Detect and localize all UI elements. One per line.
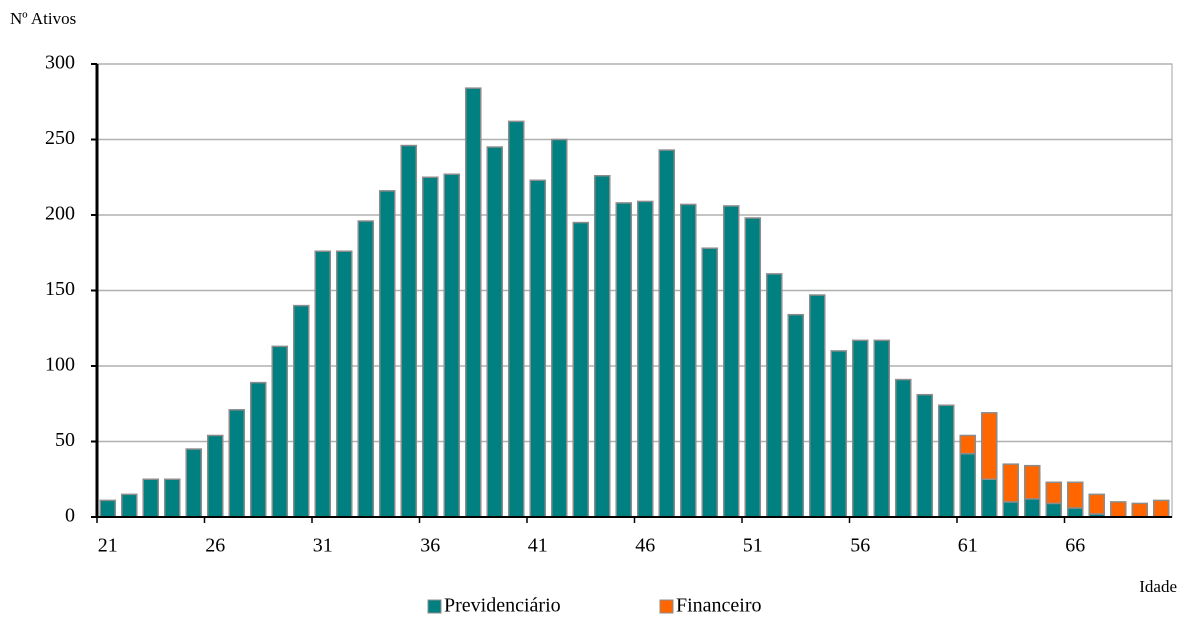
x-axis-title: Idade: [1139, 577, 1177, 596]
bar: [1152, 499, 1170, 518]
bar: [357, 220, 375, 518]
x-tick-label: 21: [98, 535, 118, 557]
bar: [937, 404, 955, 518]
bar: [959, 434, 977, 455]
bar: [894, 378, 912, 518]
bar: [658, 149, 676, 518]
y-tick-label: 50: [55, 429, 75, 451]
bar: [830, 350, 848, 518]
y-tick-label: 100: [45, 354, 75, 376]
legend-swatch: [659, 599, 674, 614]
bar: [314, 250, 332, 518]
bar: [593, 174, 611, 518]
bar: [142, 478, 160, 518]
x-tick-label: 26: [205, 535, 225, 557]
bar: [228, 409, 246, 518]
bar: [292, 304, 310, 518]
bar: [271, 345, 289, 518]
bar: [1088, 493, 1106, 515]
bar: [1109, 501, 1127, 518]
bar: [185, 448, 203, 518]
bar: [550, 138, 568, 518]
x-tick-label: 36: [420, 535, 440, 557]
bar: [615, 202, 633, 518]
y-tick-label: 300: [45, 52, 75, 74]
x-tick-label: 46: [635, 535, 655, 557]
bar: [916, 393, 934, 518]
bar: [1002, 501, 1020, 518]
bar: [464, 87, 482, 518]
bar: [249, 381, 267, 518]
x-tick-label: 61: [958, 535, 978, 557]
bar: [1131, 502, 1149, 518]
x-tick-label: 31: [313, 535, 333, 557]
bar: [980, 412, 998, 480]
bar: [1066, 507, 1084, 518]
bar: [636, 200, 654, 518]
bar: [206, 434, 224, 518]
bar: [1023, 498, 1041, 518]
bar: [722, 205, 740, 518]
y-tick-label: 0: [65, 505, 75, 527]
bar: [572, 221, 590, 518]
bar: [529, 179, 547, 518]
bar: [120, 493, 138, 518]
bar: [1045, 502, 1063, 518]
bar: [765, 273, 783, 518]
bar: [507, 120, 525, 518]
bar: [99, 499, 117, 518]
y-axis-title: Nº Ativos: [10, 9, 76, 28]
bar: [163, 478, 181, 518]
bar: [335, 250, 353, 518]
legend-label: Previdenciário: [444, 595, 561, 617]
bar: [744, 217, 762, 518]
y-tick-label: 150: [45, 278, 75, 300]
x-tick-label: 56: [850, 535, 870, 557]
bar: [1002, 463, 1020, 503]
x-tick-label: 51: [743, 535, 763, 557]
bar: [701, 247, 719, 518]
bar: [486, 146, 504, 518]
legend-swatch: [427, 599, 442, 614]
legend-label: Financeiro: [676, 595, 762, 617]
x-tick-label: 41: [528, 535, 548, 557]
bar: [400, 144, 418, 518]
bar: [787, 313, 805, 518]
bar: [873, 339, 891, 518]
bar: [1045, 481, 1063, 505]
bar: [851, 339, 869, 518]
bar: [980, 478, 998, 518]
y-tick-label: 250: [45, 127, 75, 149]
bar: [679, 203, 697, 518]
y-tick-label: 200: [45, 203, 75, 225]
x-tick-label: 66: [1065, 535, 1085, 557]
bar: [378, 190, 396, 518]
bar: [959, 452, 977, 518]
bar: [443, 173, 461, 518]
bar: [1066, 481, 1084, 509]
bar: [421, 176, 439, 518]
bar: [1023, 464, 1041, 500]
bar: [808, 294, 826, 518]
